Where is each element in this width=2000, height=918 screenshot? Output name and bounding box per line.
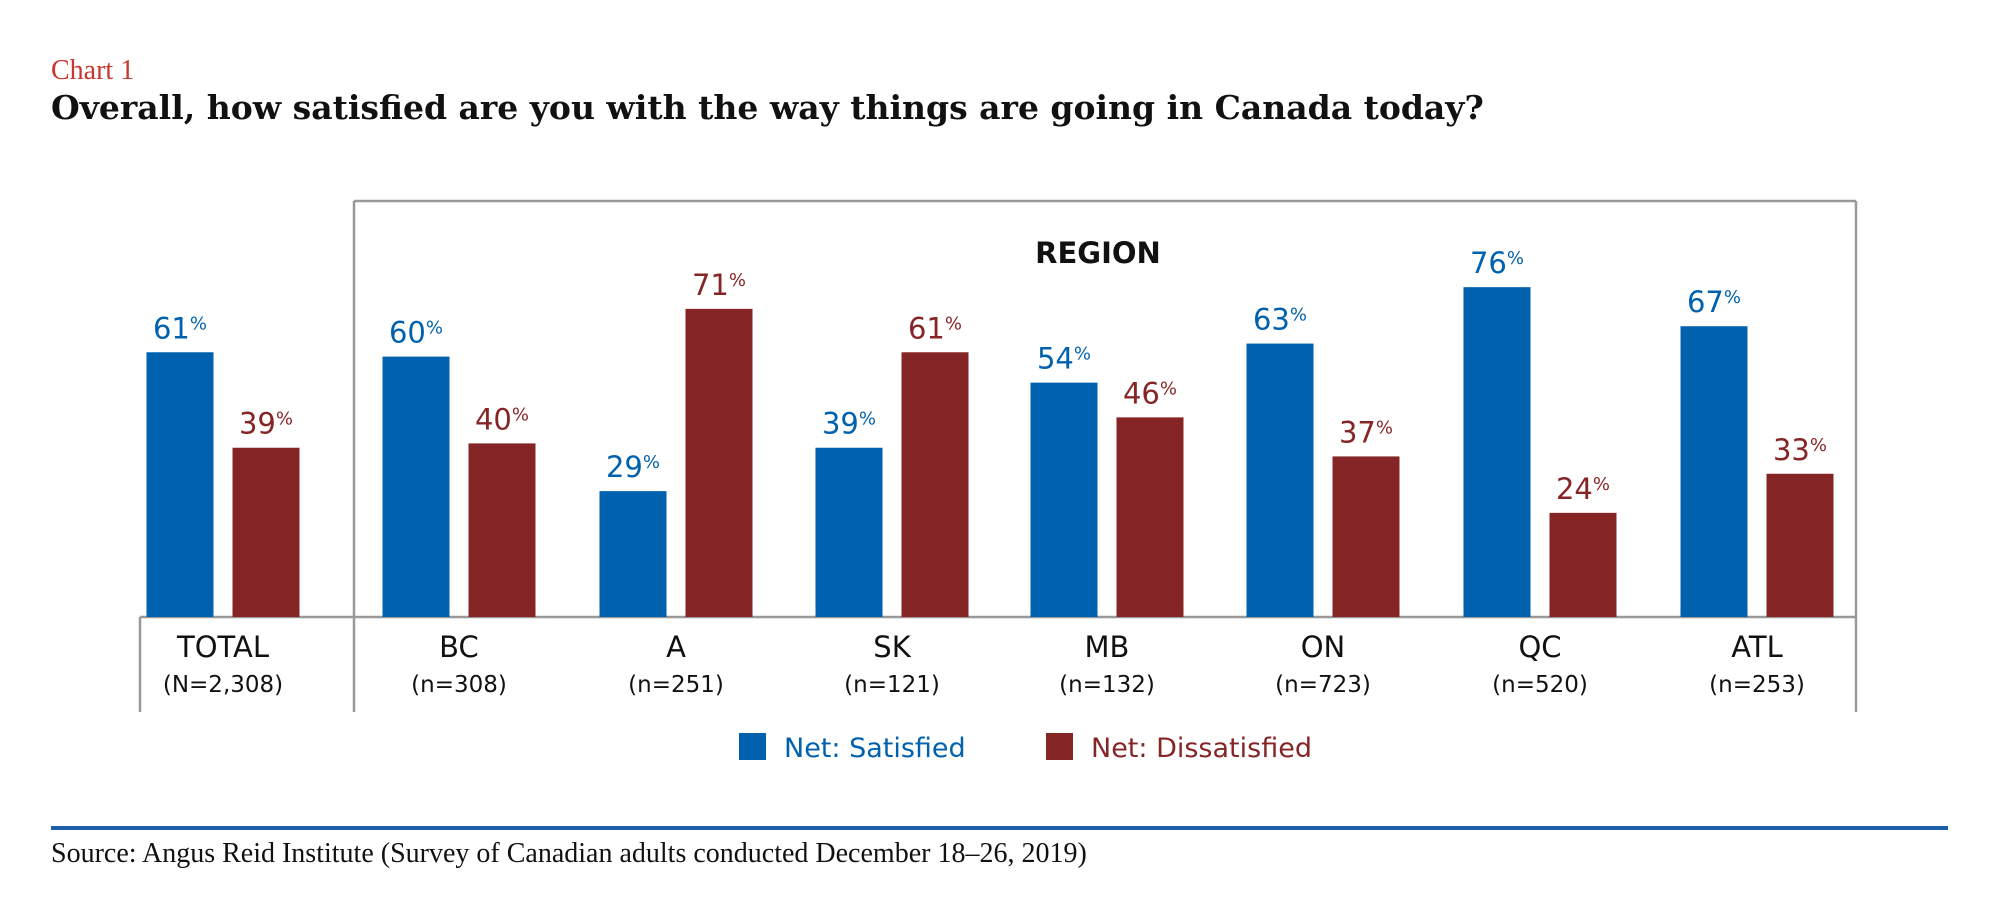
category-label-mb: MB: [1085, 630, 1130, 664]
bar-dissatisfied-total: [232, 447, 300, 617]
category-label-bc: BC: [439, 630, 479, 664]
bars: 61% 39% 60% 40% 29% 71% 39% 61% 54% 46% 63% 37% 76% 2…: [146, 246, 1834, 617]
value-label-satisfied-a: 29%: [606, 450, 660, 484]
category-label-on: ON: [1301, 630, 1346, 664]
chart-title: Overall, how satisfied are you with the …: [51, 88, 1484, 127]
sample-size-sk: (n=121): [844, 672, 940, 698]
category-label-total: TOTAL: [176, 630, 269, 664]
bar-dissatisfied-atl: [1766, 473, 1834, 617]
value-label-satisfied-mb: 54%: [1037, 342, 1091, 376]
category-label-sk: SK: [873, 630, 911, 664]
bar-satisfied-sk: [815, 447, 883, 617]
bar-dissatisfied-on: [1332, 456, 1400, 617]
value-label-satisfied-qc: 76%: [1470, 246, 1524, 280]
bar-satisfied-qc: [1463, 287, 1531, 617]
sample-size-a: (n=251): [628, 672, 724, 698]
value-label-satisfied-bc: 60%: [389, 316, 443, 350]
bar-satisfied-total: [146, 352, 214, 617]
value-label-satisfied-atl: 67%: [1687, 285, 1741, 319]
bar-dissatisfied-qc: [1549, 512, 1617, 617]
sample-size-total: (N=2,308): [163, 672, 283, 698]
sample-size-on: (n=723): [1275, 672, 1371, 698]
sample-size-atl: (n=253): [1709, 672, 1805, 698]
source-note: Source: Angus Reid Institute (Survey of …: [51, 838, 1087, 869]
bar-dissatisfied-a: [685, 308, 753, 617]
bar-dissatisfied-mb: [1116, 417, 1184, 617]
value-label-dissatisfied-atl: 33%: [1773, 433, 1827, 467]
chart-label: Chart 1: [51, 55, 135, 86]
bar-satisfied-bc: [382, 356, 450, 617]
region-group-label: REGION: [1035, 236, 1161, 270]
sample-size-qc: (n=520): [1492, 672, 1588, 698]
value-label-dissatisfied-on: 37%: [1339, 415, 1393, 449]
sample-size-bc: (n=308): [411, 672, 507, 698]
category-label-atl: ATL: [1731, 630, 1782, 664]
bar-dissatisfied-sk: [901, 352, 969, 617]
sample-size-mb: (n=132): [1059, 672, 1155, 698]
value-label-dissatisfied-bc: 40%: [475, 402, 529, 436]
bar-satisfied-a: [599, 491, 667, 617]
legend-label-dissatisfied: Net: Dissatisfied: [1091, 733, 1312, 764]
value-label-dissatisfied-a: 71%: [692, 268, 746, 302]
bar-satisfied-atl: [1680, 326, 1748, 617]
legend-label-satisfied: Net: Satisfied: [784, 733, 966, 764]
category-label-qc: QC: [1518, 630, 1561, 664]
bar-dissatisfied-bc: [468, 443, 536, 617]
legend-swatch-dissatisfied: [1046, 733, 1073, 760]
value-label-satisfied-sk: 39%: [822, 407, 876, 441]
value-label-satisfied-on: 63%: [1253, 303, 1307, 337]
value-label-dissatisfied-mb: 46%: [1123, 376, 1177, 410]
category-axis: TOTAL (N=2,308) BC (n=308) A (n=251) SK (n=121)…: [163, 630, 1805, 698]
value-label-dissatisfied-sk: 61%: [908, 311, 962, 345]
legend-swatch-satisfied: [739, 733, 766, 760]
category-label-a: A: [666, 630, 686, 664]
value-label-dissatisfied-total: 39%: [239, 407, 293, 441]
value-label-satisfied-total: 61%: [153, 311, 207, 345]
bar-chart: REGION 61% 39% 60% 40% 29% 71% 39% 61% 54% 46% 63%…: [51, 199, 1948, 830]
bar-satisfied-mb: [1030, 382, 1098, 617]
bar-satisfied-on: [1246, 343, 1314, 617]
legend: Net: Satisfied Net: Dissatisfied: [739, 733, 1312, 764]
value-label-dissatisfied-qc: 24%: [1556, 472, 1610, 506]
